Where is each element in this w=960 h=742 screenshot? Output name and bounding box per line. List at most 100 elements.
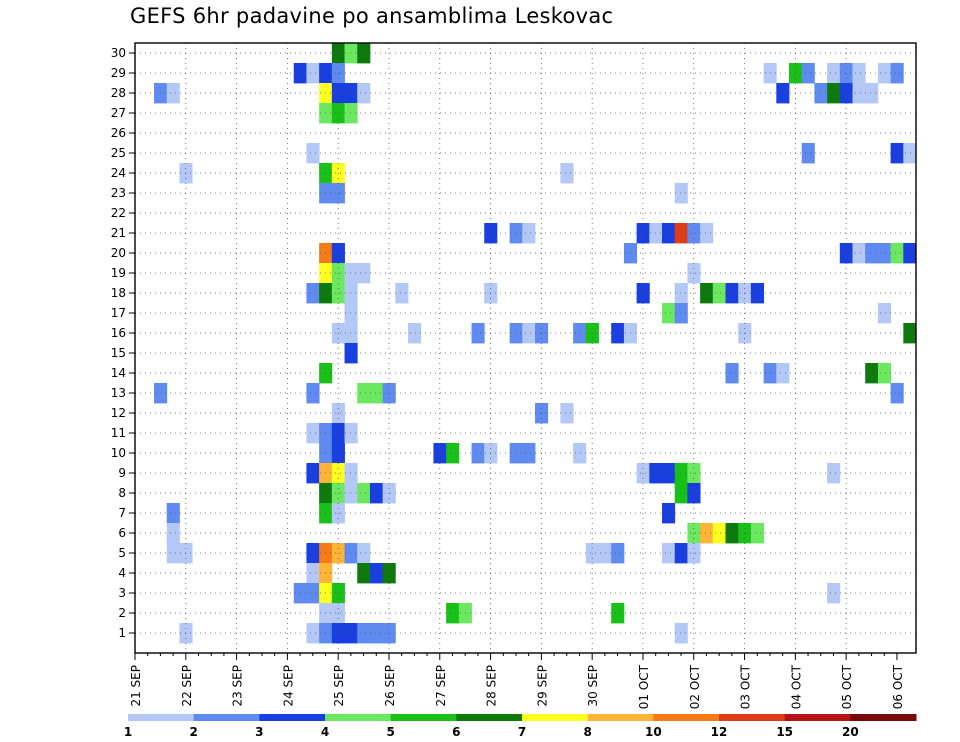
y-tick-label: 14 xyxy=(111,366,126,380)
x-tick-label: 03 OCT xyxy=(739,664,753,709)
x-tick-label: 29 SEP xyxy=(535,665,549,707)
legend-swatch xyxy=(390,714,457,721)
precip-cell xyxy=(852,83,866,104)
y-tick-label: 12 xyxy=(111,406,126,420)
precip-cell xyxy=(674,463,688,484)
precip-cell xyxy=(674,303,688,324)
precip-cell xyxy=(357,43,371,64)
x-tick-label: 06 OCT xyxy=(891,664,905,709)
precip-cell xyxy=(890,243,904,264)
y-tick-label: 30 xyxy=(111,46,126,60)
precip-cell xyxy=(166,83,180,104)
precip-cell xyxy=(674,283,688,304)
precip-cell xyxy=(522,323,536,344)
precip-cell xyxy=(357,483,371,504)
precip-cell xyxy=(306,623,320,644)
precip-cell xyxy=(369,623,384,644)
legend-label: 5 xyxy=(386,725,394,739)
precip-cell xyxy=(344,303,358,324)
legend-swatch xyxy=(653,714,720,721)
precip-cell xyxy=(357,623,371,644)
legend-label: 8 xyxy=(583,725,591,739)
precip-cell xyxy=(560,403,574,424)
y-tick-label: 6 xyxy=(118,526,126,540)
precip-cell xyxy=(408,323,422,344)
precip-cell xyxy=(852,243,866,264)
precip-cell xyxy=(725,283,739,304)
precip-cell xyxy=(877,363,892,384)
precip-cell xyxy=(166,523,180,544)
precip-cell xyxy=(344,323,358,344)
precip-cell xyxy=(522,223,536,244)
y-tick-label: 20 xyxy=(111,246,126,260)
x-tick-label: 23 SEP xyxy=(231,665,245,707)
x-tick-label: 28 SEP xyxy=(485,665,499,707)
precip-cell xyxy=(890,63,904,84)
precip-cell xyxy=(306,63,320,84)
precip-cell xyxy=(344,283,358,304)
precip-cell xyxy=(471,323,485,344)
legend-label: 6 xyxy=(452,725,460,739)
legend-swatch xyxy=(784,714,851,721)
precip-cell xyxy=(509,443,523,464)
precip-cell xyxy=(877,243,892,264)
precip-cell xyxy=(509,323,523,344)
precip-cell xyxy=(776,83,790,104)
y-tick-label: 10 xyxy=(111,446,126,460)
y-tick-label: 1 xyxy=(118,626,126,640)
y-tick-label: 26 xyxy=(111,126,126,140)
legend-label: 1 xyxy=(124,725,132,739)
precip-cell xyxy=(369,483,384,504)
axes: 1234567891011121314151617181920212223242… xyxy=(111,42,917,709)
x-tick-label: 22 SEP xyxy=(180,665,194,707)
precip-cell xyxy=(827,83,841,104)
precip-cell xyxy=(700,523,714,544)
precip-cell xyxy=(344,463,358,484)
x-tick-label: 30 SEP xyxy=(586,665,600,707)
precip-cell xyxy=(674,543,688,564)
precip-cell xyxy=(890,143,904,164)
precip-cell xyxy=(166,543,180,564)
y-tick-label: 2 xyxy=(118,606,126,620)
precip-cell xyxy=(725,523,739,544)
legend-swatch xyxy=(719,714,786,721)
precip-cell xyxy=(611,543,625,564)
y-tick-label: 16 xyxy=(111,326,126,340)
precip-cell xyxy=(877,63,892,84)
precip-cell xyxy=(801,143,815,164)
legend-swatch xyxy=(456,714,523,721)
precip-cell xyxy=(674,483,688,504)
precip-cell xyxy=(344,83,358,104)
precip-cell xyxy=(344,423,358,444)
precip-cell xyxy=(674,183,688,204)
y-tick-label: 13 xyxy=(111,386,126,400)
precip-cell xyxy=(369,383,384,404)
precip-cell xyxy=(306,143,320,164)
legend-label: 15 xyxy=(776,725,793,739)
precip-cell xyxy=(827,583,841,604)
precip-cell xyxy=(700,283,714,304)
precip-cell xyxy=(877,303,892,324)
precip-cell xyxy=(344,343,358,364)
legend-swatch xyxy=(850,714,917,721)
precip-cell xyxy=(306,583,320,604)
chart-title: GEFS 6hr padavine po ansamblima Leskovac xyxy=(130,4,614,28)
dotted-grid xyxy=(135,43,916,653)
precip-cell xyxy=(903,323,917,344)
precip-cell xyxy=(166,503,180,524)
precip-cell xyxy=(446,443,460,464)
legend-swatch xyxy=(259,714,326,721)
legend-label: 4 xyxy=(321,725,329,739)
legend-label: 2 xyxy=(189,725,197,739)
precip-cell xyxy=(611,323,625,344)
precip-cell xyxy=(344,43,358,64)
legend-swatch xyxy=(587,714,654,721)
precip-cell xyxy=(801,63,815,84)
precip-cell xyxy=(306,563,320,584)
precip-cell xyxy=(344,103,358,124)
y-tick-label: 19 xyxy=(111,266,126,280)
precip-cell xyxy=(776,363,790,384)
y-tick-label: 29 xyxy=(111,66,126,80)
y-tick-label: 27 xyxy=(111,106,126,120)
precip-cell xyxy=(471,443,485,464)
